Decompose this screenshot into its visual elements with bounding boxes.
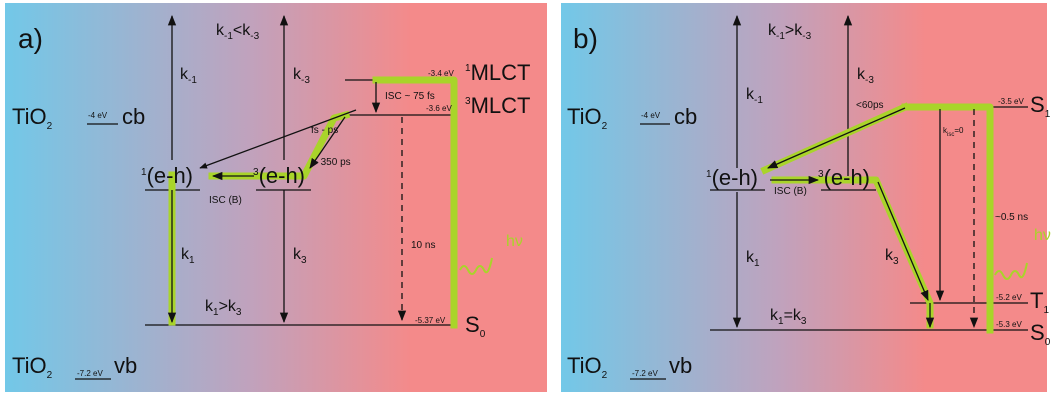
panel-a-label: a) [18, 23, 43, 54]
panel-b-label: b) [573, 23, 598, 54]
panel-a-triplet-eh: 3(e-h) [253, 163, 305, 188]
panel-b-kisc: kisc=0 [943, 126, 964, 138]
panel-b-t1-label: T1 [1030, 288, 1049, 316]
svg-text:cb: cb [122, 104, 145, 129]
panel-b-photon-wave [994, 262, 1028, 280]
panel-b-s1-energy: -3.5 eV [998, 97, 1024, 106]
panel-a-fs-ps: fs - ps [311, 125, 338, 136]
svg-text:-7.2 eV: -7.2 eV [632, 369, 658, 378]
panel-a-singlet-eh: 1(e-h) [141, 163, 193, 188]
panel-a-rate-top: k-1<k-3 [216, 22, 260, 42]
panel-a-k-1-label: k-1 [180, 66, 197, 86]
svg-text:TiO2: TiO2 [12, 353, 53, 381]
panel-b-k-3-label: k-3 [857, 66, 874, 86]
panel-a-s0-label: S0 [465, 312, 486, 340]
panel-a-photon-wave [459, 257, 493, 275]
panel-b-t1-energy: -5.2 eV [996, 293, 1022, 302]
panel-a-k3-label: k3 [293, 246, 307, 266]
panel-b-k-1-label: k-1 [746, 86, 763, 106]
panel-a: a) TiO2 -4 eV cb TiO2 -7.2 eV vb k-1<k-3… [5, 3, 547, 392]
svg-text:-4 eV: -4 eV [88, 111, 108, 120]
panel-a-rate-bottom: k1>k3 [205, 298, 242, 318]
panel-a-t10ns: 10 ns [411, 240, 435, 251]
panel-a-mlct1-energy: -3.4 eV [428, 69, 454, 78]
panel-a-tio2-cb: TiO2 -4 eV cb [12, 104, 145, 132]
svg-text:cb: cb [674, 104, 697, 129]
panel-b-singlet-eh: 1(e-h) [706, 165, 758, 190]
svg-text:vb: vb [669, 353, 692, 378]
svg-text:vb: vb [114, 353, 137, 378]
panel-b-k3-label: k3 [885, 247, 899, 267]
panel-a-tio2-vb: TiO2 -7.2 eV vb [12, 353, 137, 381]
panel-b-s0-label: S0 [1030, 320, 1051, 348]
svg-text:TiO2: TiO2 [12, 104, 53, 132]
panel-a-k1-label: k1 [181, 246, 195, 266]
panel-a-mlct3-label: 3MLCT [465, 93, 530, 118]
panel-a-mlct1-label: 1MLCT [465, 60, 530, 85]
panel-a-mlct3-energy: -3.6 eV [426, 104, 452, 113]
panel-a-green-pathway [372, 76, 458, 329]
panel-b-tio2-cb: TiO2 -4 eV cb [567, 104, 697, 132]
panel-b-background [561, 3, 1047, 392]
svg-text:TiO2: TiO2 [567, 104, 608, 132]
panel-b-green-pathway [901, 103, 994, 334]
panel-b-tio2-vb: TiO2 -7.2 eV vb [567, 353, 692, 381]
panel-b-s0-energy: -5.3 eV [996, 320, 1022, 329]
svg-text:-4 eV: -4 eV [641, 111, 661, 120]
panel-a-isc-75: ISC ~ 75 fs [385, 91, 435, 102]
panel-a-s0-energy: -5.37 eV [415, 316, 446, 325]
panel-a-hv: hν [506, 233, 523, 250]
panel-b-s1-label: S1 [1030, 92, 1051, 120]
panel-b-k1-label: k1 [746, 249, 760, 269]
panel-a-isc-b: ISC (B) [209, 195, 242, 206]
panel-b-t05ns: ~0.5 ns [995, 212, 1028, 223]
panel-b-rate-bottom: k1=k3 [770, 307, 807, 327]
svg-text:TiO2: TiO2 [567, 353, 608, 381]
panel-a-t350: ~ 350 ps [312, 157, 351, 168]
panel-b-rate-top: k-1>k-3 [768, 22, 812, 42]
panel-b-t60ps: <60ps [856, 100, 884, 111]
panel-b-isc-b: ISC (B) [774, 186, 807, 197]
panel-b-triplet-eh: 3(e-h) [818, 165, 870, 190]
panel-b: b) TiO2 -4 eV cb TiO2 -7.2 eV vb k-1>k-3… [561, 3, 1051, 392]
panel-a-k-3-label: k-3 [293, 66, 310, 86]
panel-b-hv: hν [1034, 227, 1051, 244]
svg-text:-7.2 eV: -7.2 eV [77, 369, 103, 378]
